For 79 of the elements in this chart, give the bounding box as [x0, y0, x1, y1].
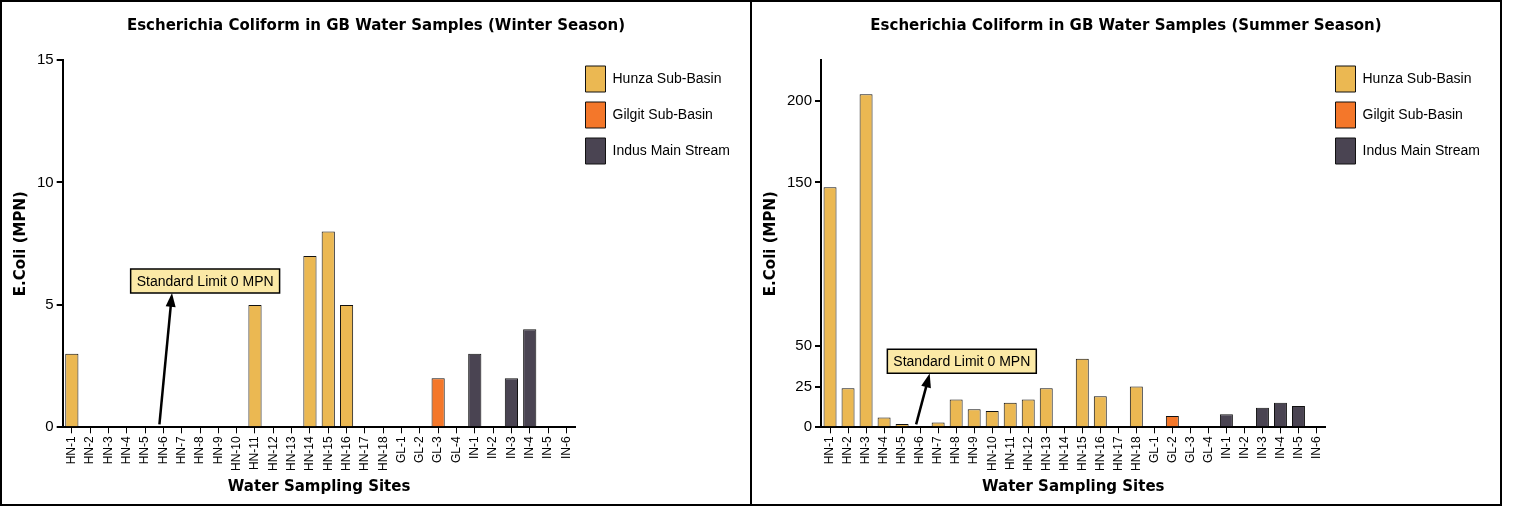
x-tick-label: HN-10: [228, 436, 243, 472]
legend-label: Hunza Sub-Basin: [612, 69, 722, 86]
x-tick-label: IN-1: [467, 436, 482, 459]
chart-title: Escherichia Coliform in GB Water Samples (Winter Season): [125, 15, 627, 36]
x-tick-label: IN-5: [540, 436, 555, 459]
x-tick-label: HN-14: [302, 436, 317, 472]
x-tick-label: HN-13: [283, 436, 298, 472]
y-tick-label: 5: [45, 295, 54, 313]
legend-label: Indus Main Stream: [1362, 141, 1480, 158]
x-tick-label: IN-3: [503, 436, 518, 459]
x-tick-label: HN-18: [375, 436, 390, 472]
x-tick-label: GL-3: [1182, 436, 1197, 464]
x-tick-label: HN-1: [822, 436, 837, 465]
y-tick-label: 50: [795, 335, 813, 353]
x-tick-label: HN-9: [966, 436, 981, 465]
y-axis-title: E.Coli (MPN): [10, 191, 29, 297]
x-tick-label: GL-3: [430, 436, 445, 464]
x-tick-label: HN-11: [1002, 436, 1017, 471]
annotation: Standard Limit 0 MPN: [136, 272, 274, 289]
legend-label: Hunza Sub-Basin: [1362, 69, 1472, 86]
x-tick-label: HN-1: [64, 436, 79, 465]
x-tick-label: HN-2: [82, 436, 97, 465]
x-tick-label: IN-2: [1236, 436, 1251, 459]
y-tick-label: 0: [803, 417, 813, 435]
x-tick-label: HN-17: [357, 436, 372, 472]
x-tick-label: HN-13: [1038, 436, 1053, 472]
x-tick-label: HN-15: [320, 436, 335, 472]
x-tick-label: HN-17: [1110, 436, 1125, 472]
y-tick-label: 15: [37, 50, 54, 68]
x-tick-label: IN-4: [522, 436, 537, 459]
x-tick-label: HN-6: [155, 436, 170, 465]
x-tick-label: GL-2: [1164, 436, 1179, 464]
x-tick-label: HN-7: [174, 436, 189, 465]
x-tick-label: IN-1: [1218, 436, 1233, 459]
y-tick-label: 200: [787, 90, 813, 108]
x-tick-label: HN-3: [100, 436, 115, 465]
x-tick-label: HN-10: [984, 436, 999, 472]
x-tick-label: GL-4: [1200, 436, 1215, 464]
x-tick-label: IN-5: [1290, 436, 1305, 459]
x-tick-label: HN-3: [858, 436, 873, 465]
annotation: Standard Limit 0 MPN: [893, 353, 1031, 370]
legend-label: Indus Main Stream: [612, 141, 730, 158]
y-axis-title: E.Coli (MPN): [760, 191, 779, 297]
x-tick-label: HN-12: [1020, 436, 1035, 472]
x-tick-label: HN-2: [840, 436, 855, 465]
x-tick-label: HN-18: [1128, 436, 1143, 472]
y-tick-label: 25: [795, 376, 813, 394]
y-tick-label: 10: [37, 172, 54, 190]
legend-label: Gilgit Sub-Basin: [1362, 105, 1463, 122]
x-tick-label: HN-6: [912, 436, 927, 465]
x-tick-label: HN-16: [338, 436, 353, 472]
x-tick-label: HN-4: [876, 436, 891, 465]
x-tick-label: HN-7: [930, 436, 945, 465]
x-tick-label: GL-1: [1146, 436, 1161, 464]
x-tick-label: HN-8: [192, 436, 207, 465]
x-tick-label: HN-5: [894, 436, 909, 465]
x-tick-label: IN-6: [1308, 436, 1323, 459]
x-tick-label: HN-5: [137, 436, 152, 465]
y-tick-label: 0: [45, 417, 54, 435]
x-tick-label: HN-14: [1056, 436, 1071, 472]
legend-label: Gilgit Sub-Basin: [612, 105, 713, 122]
x-tick-label: HN-11: [247, 436, 262, 471]
x-tick-label: GL-4: [448, 436, 463, 464]
x-tick-label: IN-3: [1254, 436, 1269, 459]
x-tick-label: HN-4: [119, 436, 134, 465]
chart-title: Escherichia Coliform in GB Water Samples (Summer Season): [869, 15, 1383, 36]
x-tick-label: HN-12: [265, 436, 280, 472]
x-axis-title: Water Sampling Sites: [982, 476, 1165, 495]
y-tick-label: 150: [787, 172, 813, 190]
x-tick-label: IN-4: [1272, 436, 1287, 459]
x-tick-label: IN-2: [485, 436, 500, 459]
x-tick-label: GL-2: [412, 436, 427, 464]
x-tick-label: HN-15: [1074, 436, 1089, 472]
x-tick-label: GL-1: [393, 436, 408, 464]
x-tick-label: IN-6: [558, 436, 573, 459]
x-tick-label: HN-9: [210, 436, 225, 465]
x-axis-title: Water Sampling Sites: [227, 476, 411, 495]
x-tick-label: HN-16: [1092, 436, 1107, 472]
x-tick-label: HN-8: [948, 436, 963, 465]
